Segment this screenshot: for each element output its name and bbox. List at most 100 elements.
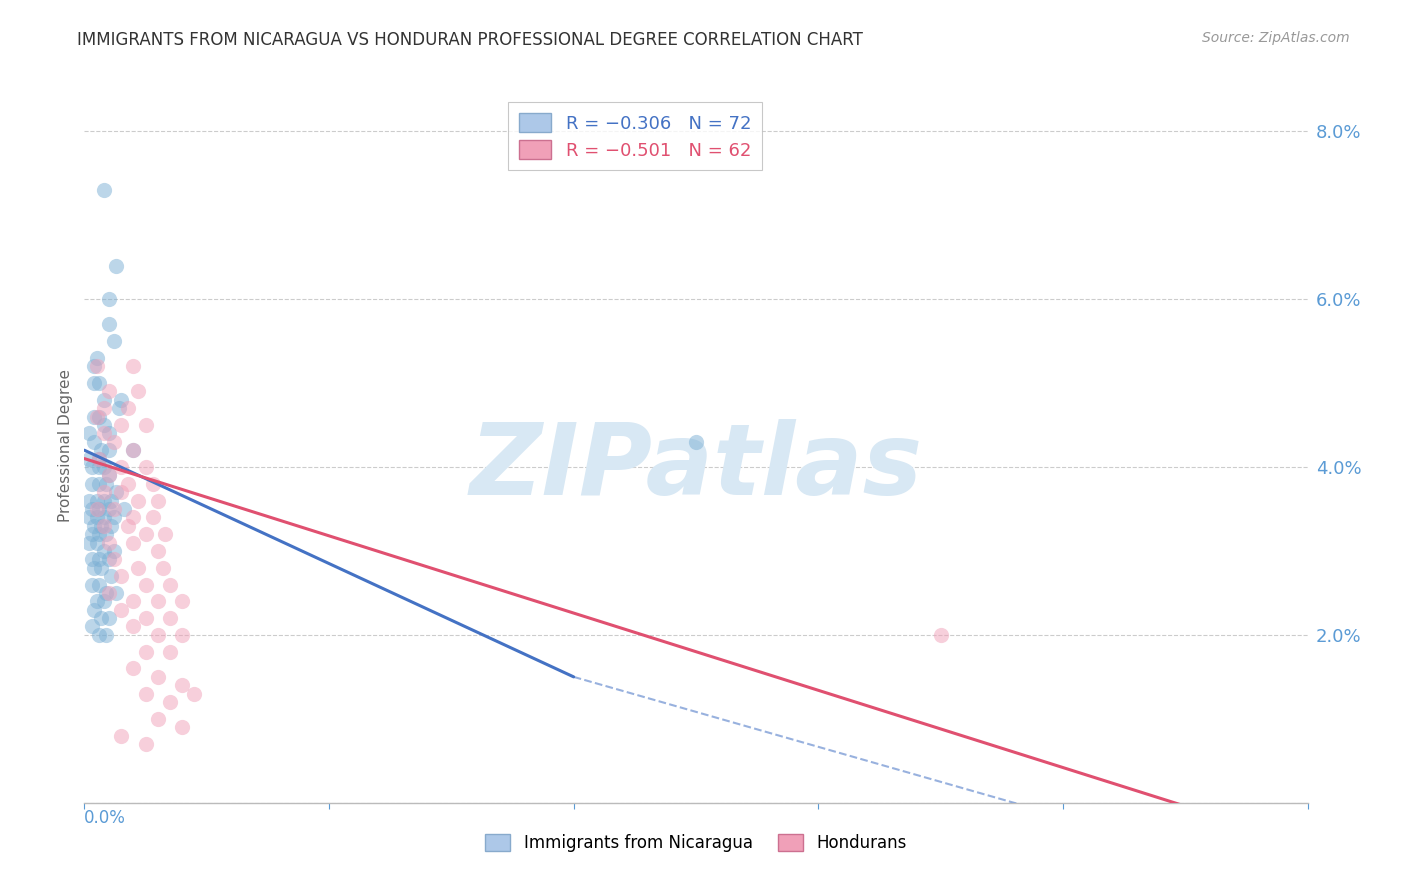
Point	[110, 603, 132, 617]
Point	[135, 417, 157, 432]
Text: Source: ZipAtlas.com: Source: ZipAtlas.com	[1202, 31, 1350, 45]
Point	[77, 510, 100, 524]
Point	[93, 426, 115, 441]
Point	[110, 485, 132, 500]
Point	[135, 737, 157, 751]
Point	[103, 544, 125, 558]
Text: ZIPatlas: ZIPatlas	[470, 419, 922, 516]
Point	[80, 502, 103, 516]
Point	[127, 560, 149, 574]
Point	[100, 569, 122, 583]
Point	[86, 535, 108, 549]
Point	[87, 552, 110, 566]
Point	[105, 485, 128, 500]
Point	[80, 476, 103, 491]
Point	[146, 594, 169, 608]
Point	[122, 535, 145, 549]
Point	[122, 619, 145, 633]
Point	[142, 510, 165, 524]
Point	[83, 409, 105, 424]
Point	[117, 476, 139, 491]
Point	[80, 577, 103, 591]
Point	[87, 476, 110, 491]
Point	[90, 611, 112, 625]
Point	[122, 443, 145, 458]
Point	[93, 417, 115, 432]
Point	[86, 351, 108, 365]
Point	[77, 535, 100, 549]
Point	[183, 687, 205, 701]
Point	[90, 560, 112, 574]
Point	[146, 712, 169, 726]
Point	[93, 401, 115, 416]
Point	[122, 359, 145, 374]
Point	[97, 384, 120, 399]
Point	[122, 594, 145, 608]
Point	[97, 552, 120, 566]
Point	[90, 518, 112, 533]
Point	[135, 527, 157, 541]
Point	[103, 552, 125, 566]
Point	[127, 384, 149, 399]
Point	[97, 468, 120, 483]
Point	[103, 334, 125, 348]
Point	[86, 502, 108, 516]
Point	[172, 594, 194, 608]
Point	[110, 460, 132, 475]
Point	[93, 544, 115, 558]
Point	[97, 318, 120, 332]
Point	[103, 502, 125, 516]
Point	[105, 259, 128, 273]
Point	[83, 518, 105, 533]
Point	[152, 560, 174, 574]
Point	[97, 586, 120, 600]
Point	[112, 502, 135, 516]
Point	[135, 687, 157, 701]
Point	[97, 443, 120, 458]
Point	[146, 670, 169, 684]
Text: IMMIGRANTS FROM NICARAGUA VS HONDURAN PROFESSIONAL DEGREE CORRELATION CHART: IMMIGRANTS FROM NICARAGUA VS HONDURAN PR…	[77, 31, 863, 49]
Point	[93, 594, 115, 608]
Point	[93, 485, 115, 500]
Point	[135, 577, 157, 591]
Point	[159, 645, 181, 659]
Point	[172, 678, 194, 692]
Point	[87, 451, 110, 466]
Point	[172, 628, 194, 642]
Point	[97, 426, 120, 441]
Point	[96, 628, 118, 642]
Point	[110, 392, 132, 407]
Point	[122, 661, 145, 675]
Point	[100, 518, 122, 533]
Point	[97, 535, 120, 549]
Point	[146, 544, 169, 558]
Point	[86, 510, 108, 524]
Point	[83, 376, 105, 390]
Point	[86, 359, 108, 374]
Y-axis label: Professional Degree: Professional Degree	[58, 369, 73, 523]
Point	[135, 611, 157, 625]
Point	[83, 434, 105, 449]
Point	[87, 628, 110, 642]
Legend: Immigrants from Nicaragua, Hondurans: Immigrants from Nicaragua, Hondurans	[479, 827, 912, 859]
Point	[110, 729, 132, 743]
Point	[97, 611, 120, 625]
Point	[93, 493, 115, 508]
Point	[146, 493, 169, 508]
Point	[159, 611, 181, 625]
Point	[86, 409, 108, 424]
Text: 0.0%: 0.0%	[84, 809, 127, 827]
Point	[103, 510, 125, 524]
Point	[135, 460, 157, 475]
Point	[159, 577, 181, 591]
Point	[80, 619, 103, 633]
Point	[146, 628, 169, 642]
Point	[77, 451, 100, 466]
Point	[80, 527, 103, 541]
Point	[87, 502, 110, 516]
Point	[87, 409, 110, 424]
Point	[83, 603, 105, 617]
Point	[77, 426, 100, 441]
Point	[96, 527, 118, 541]
Point	[93, 510, 115, 524]
